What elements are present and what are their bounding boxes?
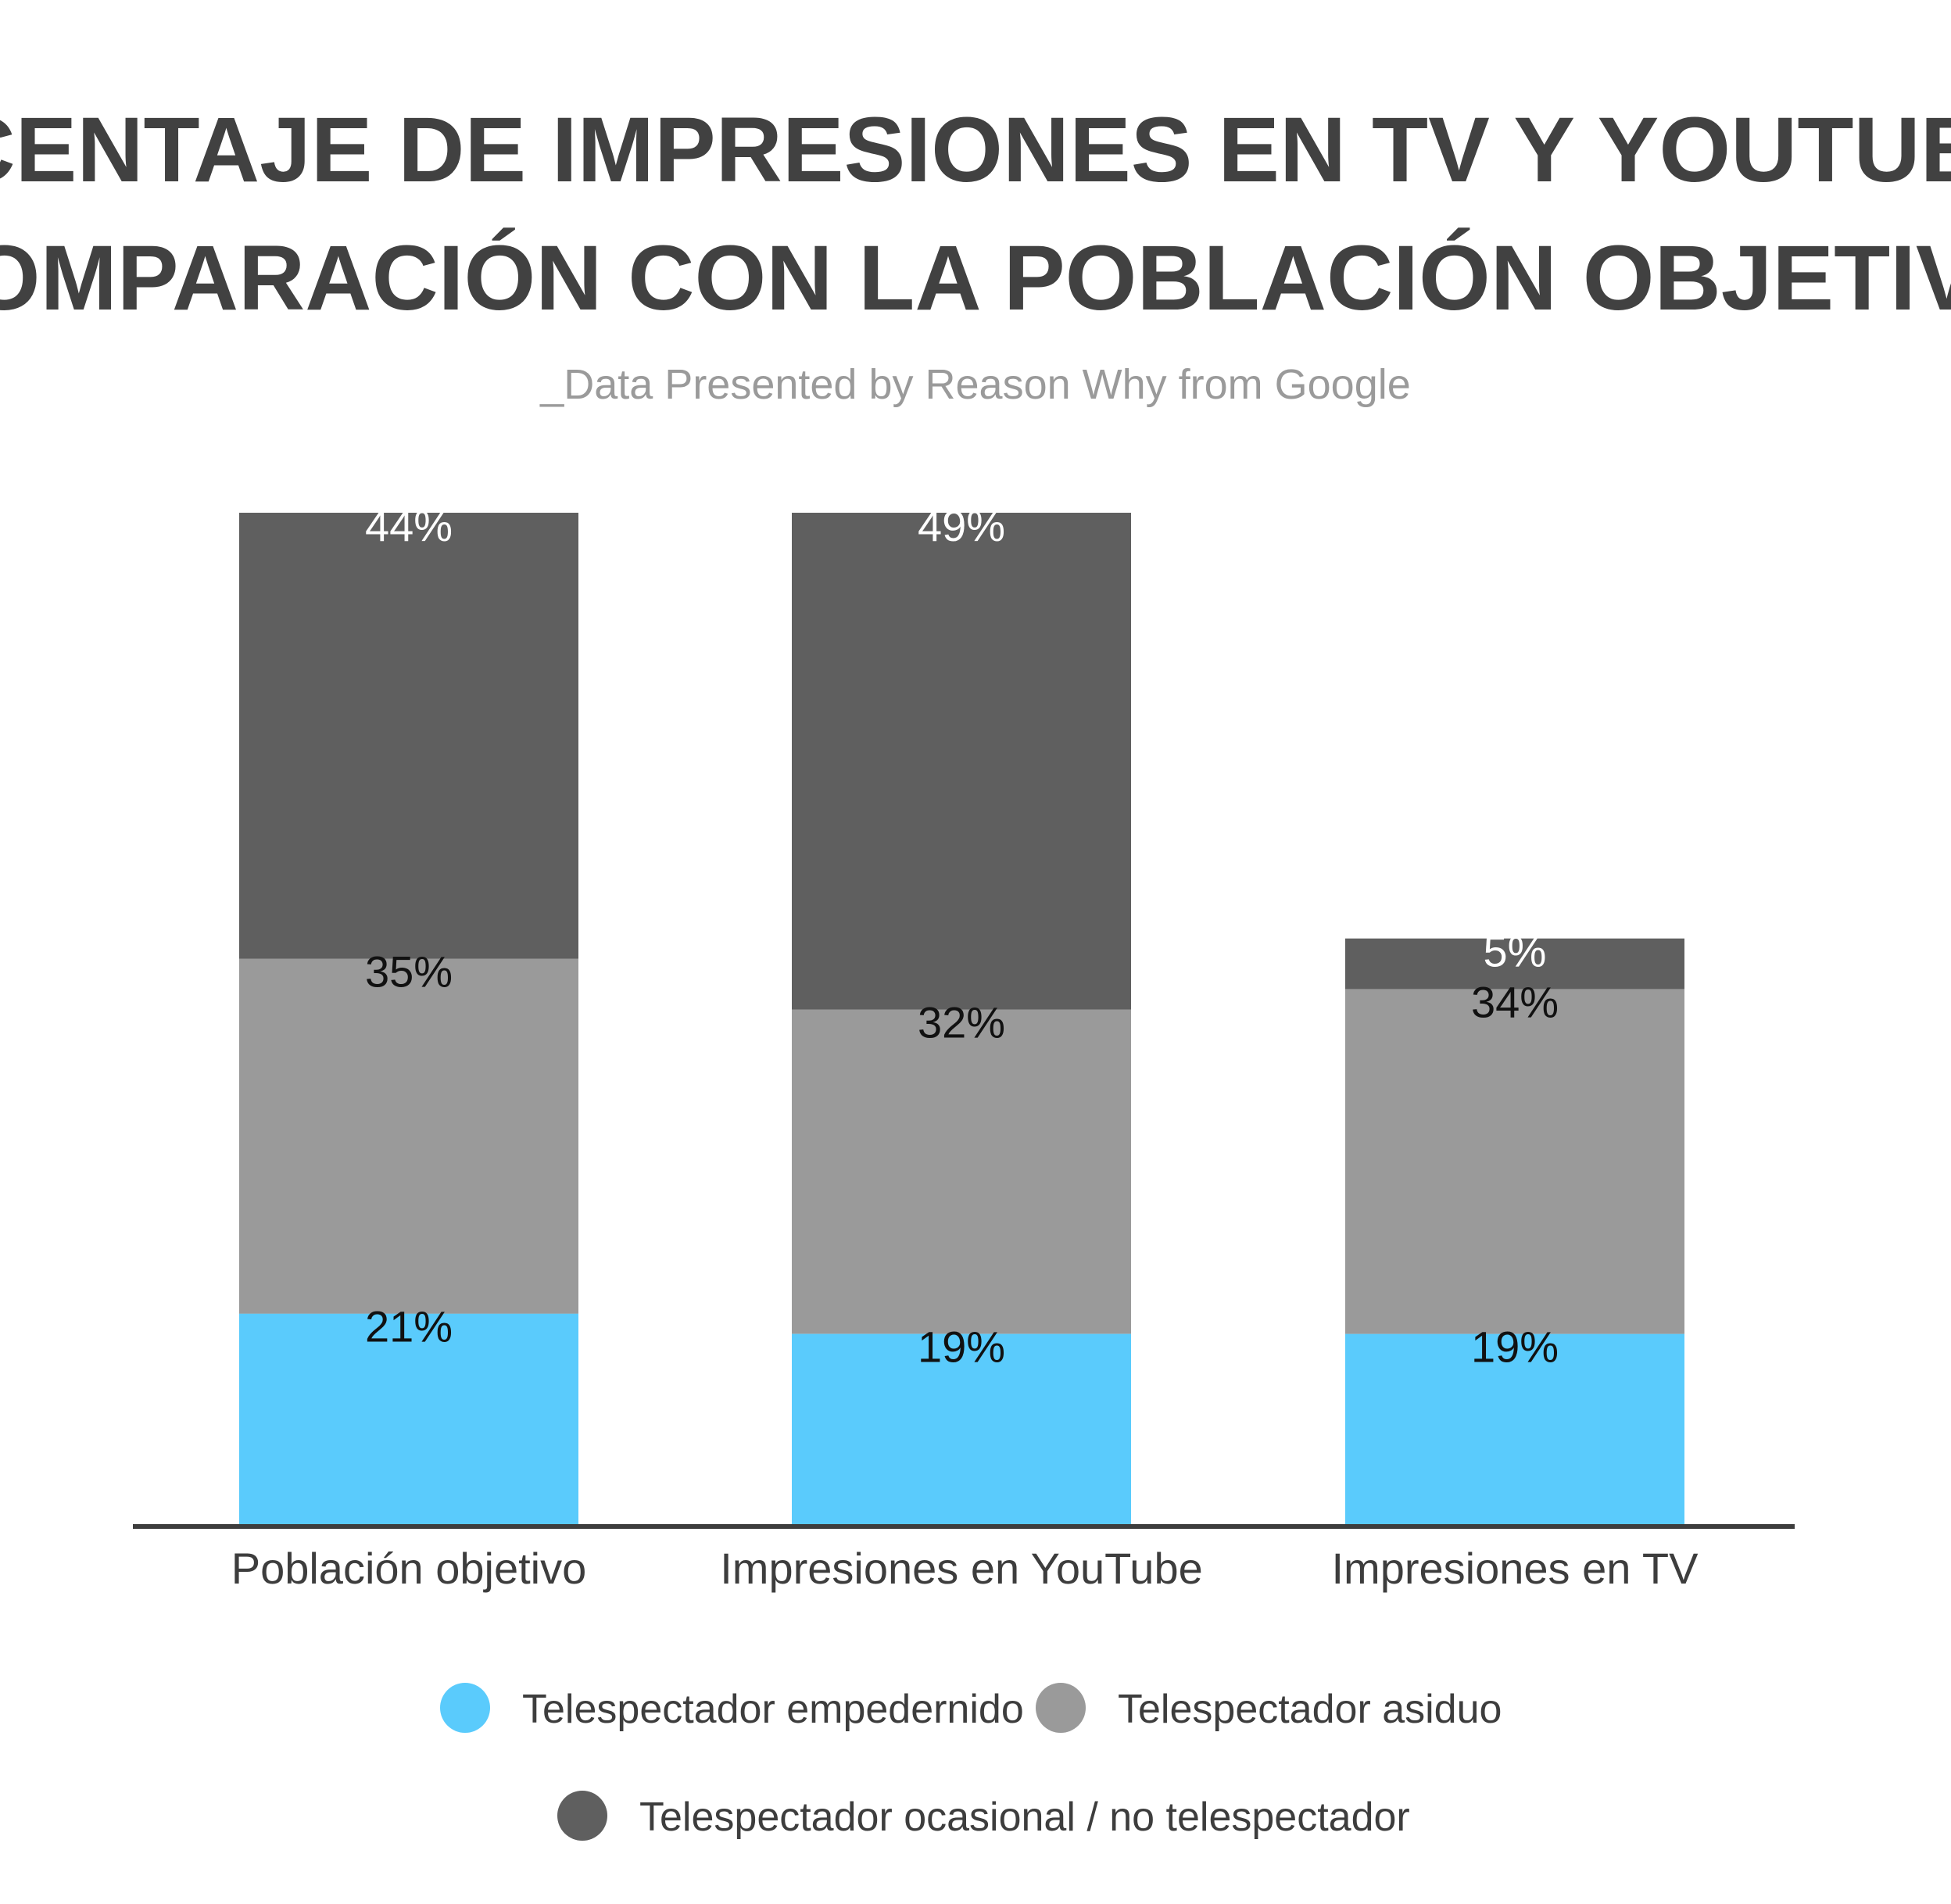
bar-segment-1-2 <box>239 958 578 1314</box>
legend-swatch-3 <box>557 1791 607 1841</box>
chart-title-line-2: COMPARACIÓN CON LA POBLACIÓN OBJETIVO <box>0 227 1951 330</box>
category-label-3: Impresiones en TV <box>1332 1544 1699 1593</box>
value-label-3-1: 19% <box>1471 1322 1559 1372</box>
legend: Telespectador empedernido Telespectador a… <box>440 1683 1502 1841</box>
value-label-2-3: 49% <box>918 501 1005 550</box>
category-labels-group: Población objetivo Impresiones en YouTube… <box>231 1544 1699 1593</box>
bar-segment-2-3 <box>792 513 1131 1010</box>
value-label-2-2: 32% <box>918 998 1005 1047</box>
legend-swatch-2 <box>1036 1683 1086 1733</box>
bar-segment-2-1 <box>792 1333 1131 1526</box>
chart-subtitle: _Data Presented by Reason Why from Googl… <box>539 361 1411 408</box>
bar-segment-1-3 <box>239 513 578 959</box>
bar-segment-2-2 <box>792 1009 1131 1334</box>
value-label-1-3: 44% <box>365 501 453 550</box>
legend-label-3: Telespectador ocasional / no telespectad… <box>639 1795 1410 1840</box>
legend-label-2: Telespectador asiduo <box>1118 1687 1502 1732</box>
legend-swatch-1 <box>440 1683 490 1733</box>
chart-title-line-1: PORCENTAJE DE IMPRESIONES EN TV Y YOUTUB… <box>0 98 1951 202</box>
value-label-1-2: 35% <box>365 947 453 997</box>
bar-segment-1-1 <box>239 1313 578 1526</box>
bar-segment-3-1 <box>1345 1333 1684 1526</box>
bar-segment-3-2 <box>1345 989 1684 1334</box>
value-label-1-1: 21% <box>365 1302 453 1351</box>
category-label-2: Impresiones en YouTube <box>720 1544 1202 1593</box>
category-label-1: Población objetivo <box>231 1544 587 1593</box>
value-label-2-1: 19% <box>918 1322 1005 1372</box>
value-label-3-2: 34% <box>1471 978 1559 1027</box>
bars-group <box>239 513 1684 1526</box>
legend-label-1: Telespectador empedernido <box>522 1687 1024 1732</box>
value-label-3-3: 5% <box>1484 927 1547 976</box>
bar-segment-3-3 <box>1345 938 1684 990</box>
value-labels-group: 21% 35% 44% 19% 32% 49% 19% 34%5% <box>365 501 1559 1372</box>
